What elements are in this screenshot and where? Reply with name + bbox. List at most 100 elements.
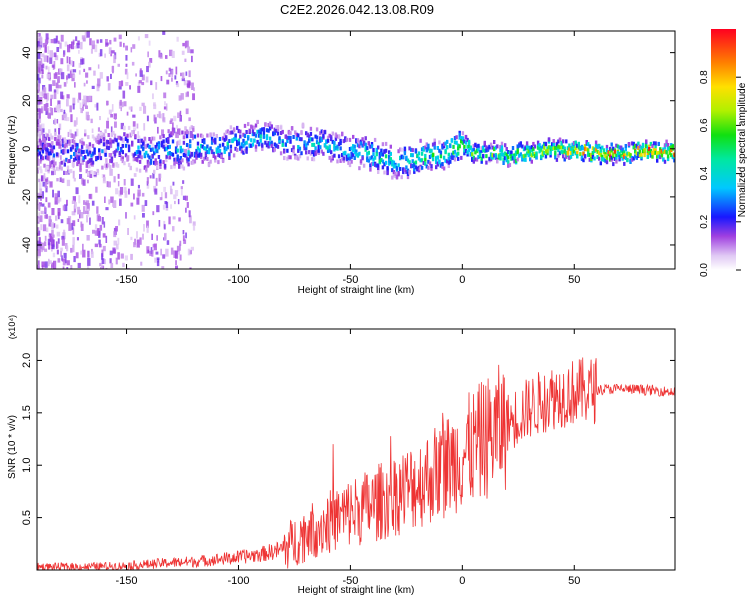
spectrogram-cell [361,137,364,142]
spectrogram-cell [250,124,253,129]
spectrogram-cell [568,146,571,151]
spectrogram-cell [510,154,513,159]
spectrogram-cell [115,226,118,232]
spectrogram-cell [341,132,344,137]
spectrogram-cell [242,143,245,148]
spectrogram-cell [148,137,151,141]
spectrogram-cell [660,153,664,158]
spectrogram-cell [312,157,316,162]
colorbar-label: Normalized spectral amplitude [737,82,748,217]
spectrogram-cell [105,42,109,46]
spectrogram-cell [193,134,197,139]
spectrogram-cell [57,135,60,140]
spectrogram-cell [670,143,673,148]
spectrogram-cell [626,158,629,163]
spectrogram-cell [124,137,128,141]
spectrogram-cell [93,150,96,155]
spectrogram-cell [69,105,72,113]
spectrogram-cell [670,148,673,153]
spectrogram-cell [191,55,193,63]
spectrogram-cell [411,153,414,158]
spectrogram-cell [480,146,483,151]
spectrogram-cell [80,221,83,228]
spectrogram-cell [73,45,77,49]
spectrogram-cell [45,214,48,219]
spectrogram-cell [116,243,119,250]
spectrogram-cell [380,148,383,153]
spectrogram-cell [618,145,621,150]
spectrogram-cell [179,254,182,261]
spectrogram-cell [344,150,347,155]
spectrogram-cell [57,40,60,44]
spectrogram-cell [375,152,378,157]
spectrogram-cell [275,125,278,129]
spectrogram-cell [234,133,237,138]
spectrogram-cell [198,152,201,157]
spectrogram-cell [44,167,48,172]
spectrogram-cell [181,164,184,169]
spectrogram-cell [46,142,48,150]
spectrogram-cell [463,148,466,153]
spectrogram-cell [189,144,192,149]
spectrogram-cell [104,129,107,134]
spectrogram-cell [186,202,189,208]
spectrogram-cell [637,154,640,158]
spectrogram-cell [604,158,607,163]
spectrogram-cell [621,147,624,152]
spectrogram-cell [90,161,93,166]
spectrogram-cell [278,136,281,141]
spectrogram-cell [627,142,631,146]
spectrogram-cell [430,153,433,158]
spectrogram-cell [273,147,276,152]
spectrogram-cell [420,147,424,152]
spectrogram-cell [355,149,358,154]
spectrogram-cell [175,81,179,85]
spectrogram-cell [96,140,99,144]
spectrogram-cell [62,259,66,266]
spectrogram-cell [583,144,587,149]
spectrogram-cell [348,163,352,168]
spectrogram-cell [110,114,113,118]
spectrogram-cell [173,164,176,169]
spectrogram-cell [60,247,63,252]
spectrogram-cell [145,76,149,83]
spectrogram-cell [38,166,42,170]
spectrogram-cell [99,262,102,267]
spectrogram-cell [170,118,174,122]
spectrogram-cell [54,55,59,61]
spectrogram-cell [37,73,40,81]
spectrogram-cell [181,72,185,80]
spectrogram-cell [565,150,568,155]
spectrogram-cell [180,186,183,190]
spectrogram-cell [124,68,128,75]
spectrogram-cell [212,132,215,137]
spectrogram-cell [569,154,573,159]
spectrogram-cell [165,138,168,143]
spectrogram-cell [228,152,231,157]
spectrogram-cell [45,227,49,232]
spectrogram-cell [417,151,421,156]
spectrogram-cell [85,72,89,78]
spectrogram-cell [51,64,55,68]
spectrogram-cell [123,42,125,48]
spectrogram-cell [37,227,40,231]
spectrogram-cell [530,159,533,164]
spectrogram-cell [171,69,173,78]
spectrogram-cell [278,138,281,143]
spectrogram-cell [516,157,519,162]
spectrogram-cell [164,143,168,148]
spectrogram-cell [214,140,217,145]
spectrogram-cell [188,210,191,218]
spectrogram-cell [67,44,71,53]
spectrogram-cell [79,139,82,144]
spectrogram-cell [478,152,482,157]
spectrogram-cell [630,157,634,162]
spectrogram-cell [391,162,394,167]
spectrogram-cell [180,189,183,196]
spectrogram-cell [63,159,65,163]
spectrogram-cell [135,157,139,162]
spectrogram-cell [54,107,57,113]
spectrogram-cell [176,157,179,162]
spectrogram-cell [113,176,116,183]
spectrogram-cell [262,130,266,135]
